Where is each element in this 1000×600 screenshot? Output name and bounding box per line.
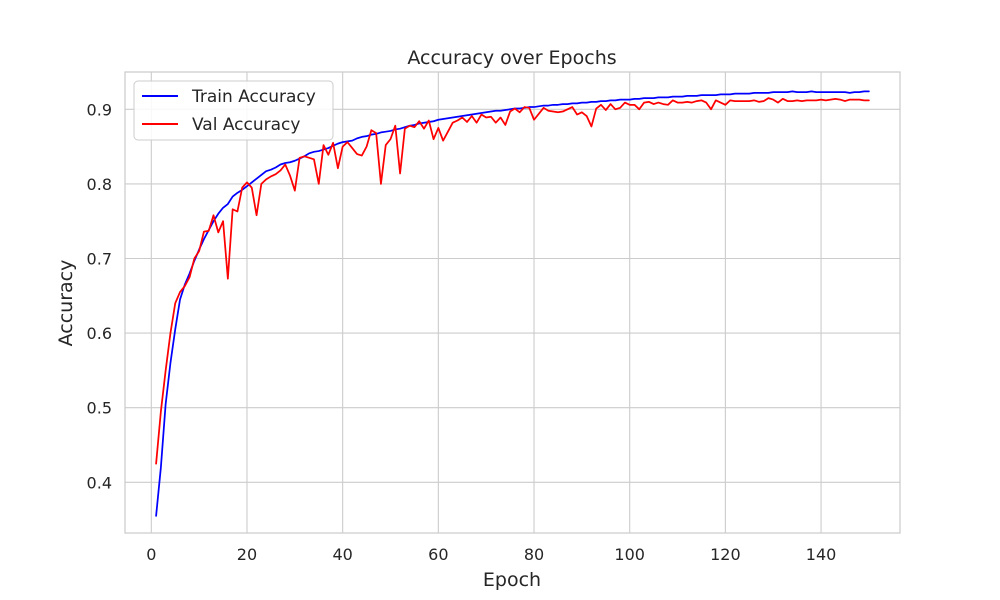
- y-tick-label: 0.9: [87, 100, 112, 119]
- legend-label-train: Train Accuracy: [191, 87, 316, 107]
- x-tick-label: 20: [237, 545, 257, 564]
- legend: Train Accuracy Val Accuracy: [133, 80, 334, 141]
- chart-title: Accuracy over Epochs: [407, 47, 616, 69]
- plot-border: [124, 71, 901, 534]
- series-line-train-accuracy: [155, 90, 870, 517]
- y-axis-title: Accuracy: [55, 260, 77, 347]
- y-tick-labels: 0.4 0.5 0.6 0.7 0.8 0.9: [87, 100, 112, 492]
- y-tick-label: 0.4: [87, 473, 112, 492]
- x-tick-label: 80: [524, 545, 544, 564]
- x-axis-title: Epoch: [483, 569, 541, 591]
- y-tick-label: 0.7: [87, 249, 112, 268]
- x-tick-label: 0: [146, 545, 156, 564]
- legend-label-val: Val Accuracy: [192, 115, 300, 135]
- series-lines: [155, 90, 870, 517]
- x-tick-labels: 0 20 40 60 80 100 120 140: [146, 545, 836, 564]
- x-tick-label: 140: [806, 545, 837, 564]
- y-tick-label: 0.8: [87, 175, 112, 194]
- y-tick-label: 0.6: [87, 324, 112, 343]
- plot-area: [125, 72, 900, 533]
- y-tick-label: 0.5: [87, 399, 112, 418]
- x-tick-label: 60: [428, 545, 448, 564]
- x-tick-label: 40: [332, 545, 352, 564]
- x-tick-label: 100: [614, 545, 645, 564]
- x-tick-label: 120: [710, 545, 741, 564]
- series-line-val-accuracy: [155, 97, 870, 465]
- legend-box: [133, 80, 334, 141]
